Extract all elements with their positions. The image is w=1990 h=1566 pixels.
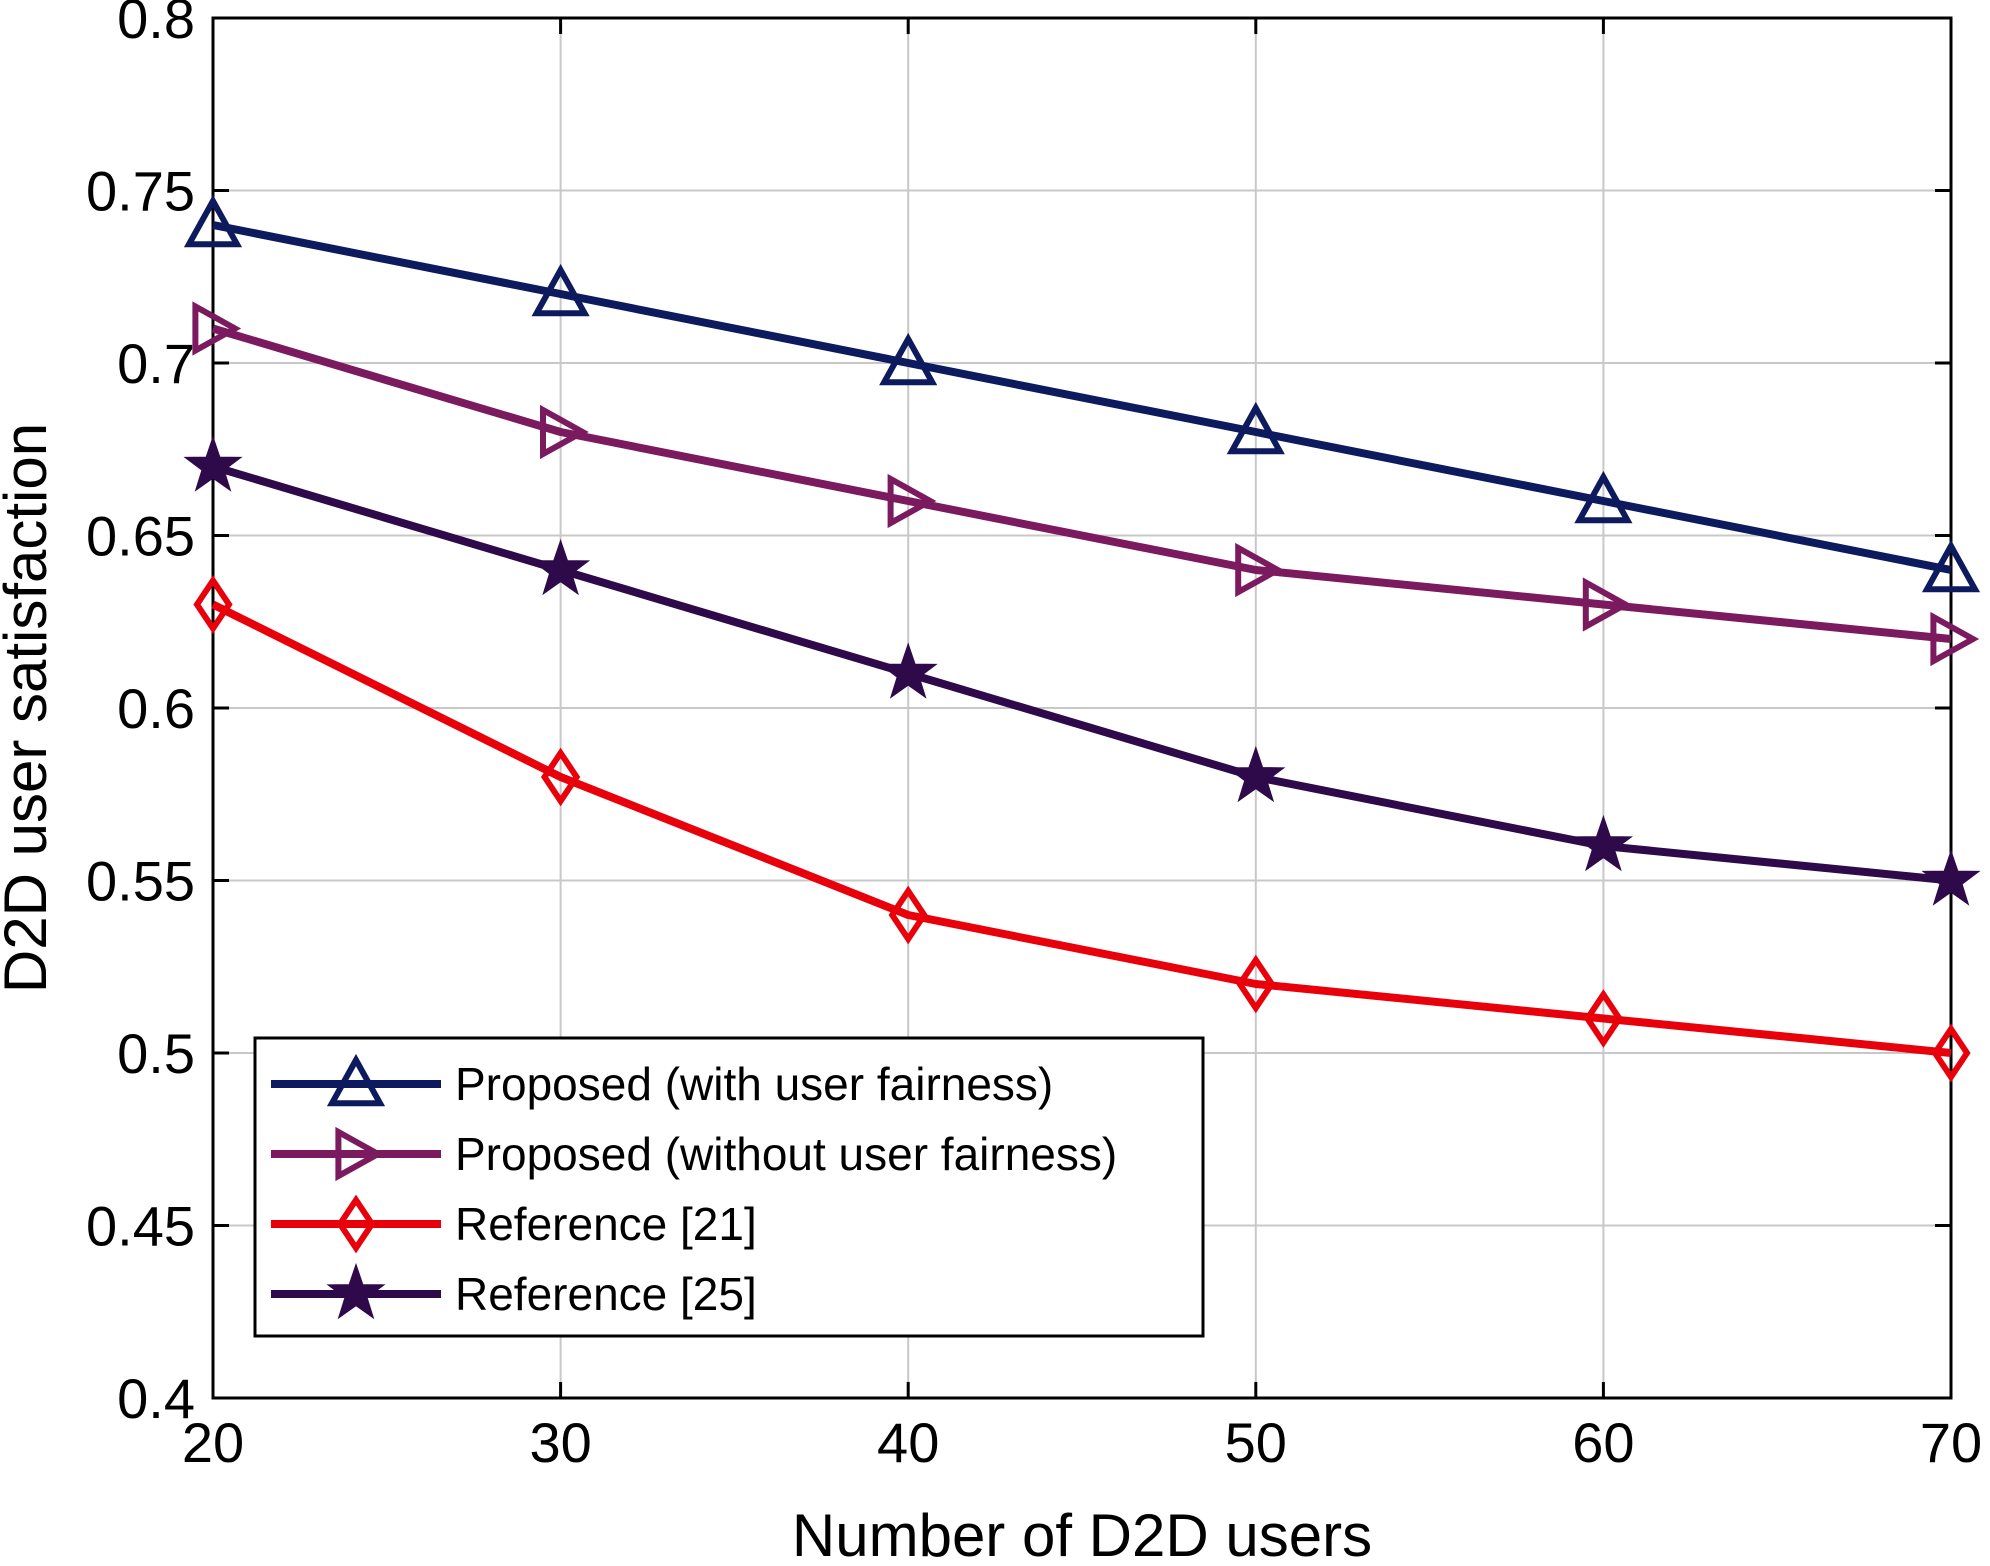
legend-marker [326,1053,386,1107]
legend-marker [336,1194,376,1254]
x-tick-label: 50 [1225,1411,1287,1474]
x-tick-label: 20 [182,1411,244,1474]
data-point [1573,814,1633,872]
legend-label: Proposed (without user fairness) [455,1128,1117,1180]
x-tick-label: 60 [1572,1411,1634,1474]
series-4 [183,435,1981,906]
data-point [1921,539,1981,593]
data-point [531,263,590,317]
x-tick-label: 70 [1920,1411,1982,1474]
data-point [183,194,243,248]
y-tick-label: 0.6 [117,677,195,740]
y-tick-label: 0.7 [117,332,195,395]
y-tick-label: 0.65 [86,505,195,568]
data-point [888,885,928,945]
x-tick-label: 40 [877,1411,939,1474]
legend: Proposed (with user fairness) Proposed (w… [253,1036,1205,1338]
y-axis-label: D2D user satisfaction [0,423,59,993]
data-point [1583,989,1624,1048]
legend-label: Reference [25] [455,1268,757,1320]
series-line [211,600,1952,1057]
data-point [183,435,243,492]
legend-label: Reference [21] [455,1198,757,1250]
y-tick-label: 0.4 [117,1367,195,1430]
series-line [212,221,1952,574]
data-point [1226,745,1286,803]
data-point [1921,849,1981,906]
data-point [540,404,589,460]
data-point [1236,954,1276,1014]
x-tick-label: 30 [529,1411,591,1474]
ticks: 20 30 40 50 60 70 0.4 0.45 0.5 0.55 0.6 0.65 0.7 0.75… [86,0,1982,1474]
data-point [1582,577,1632,632]
x-axis-label: Number of D2D users [792,1502,1372,1561]
y-tick-label: 0.5 [117,1022,195,1085]
legend-marker [335,1126,385,1182]
data-point [540,747,581,807]
series-1 [183,194,1981,593]
data-point [1226,401,1285,455]
y-tick-label: 0.55 [86,850,195,913]
y-tick-label: 0.75 [86,160,195,223]
series-3 [193,575,1971,1083]
legend-marker [326,1262,386,1320]
data-point [879,332,938,386]
data-point [1931,1023,1971,1083]
data-point [887,473,937,529]
series-line [211,324,1952,643]
series-layer [183,194,1981,1083]
y-tick-label: 0.8 [117,0,195,50]
series-2 [192,301,1980,667]
data-point [878,642,938,699]
data-point [1574,470,1633,524]
data-point [193,575,233,634]
data-point [531,538,591,596]
legend-label: Proposed (with user fairness) [455,1058,1053,1110]
series-line [211,462,1952,885]
y-tick-label: 0.45 [86,1195,195,1258]
data-point [192,301,242,356]
data-point [1930,611,1980,667]
data-point [1235,542,1284,598]
